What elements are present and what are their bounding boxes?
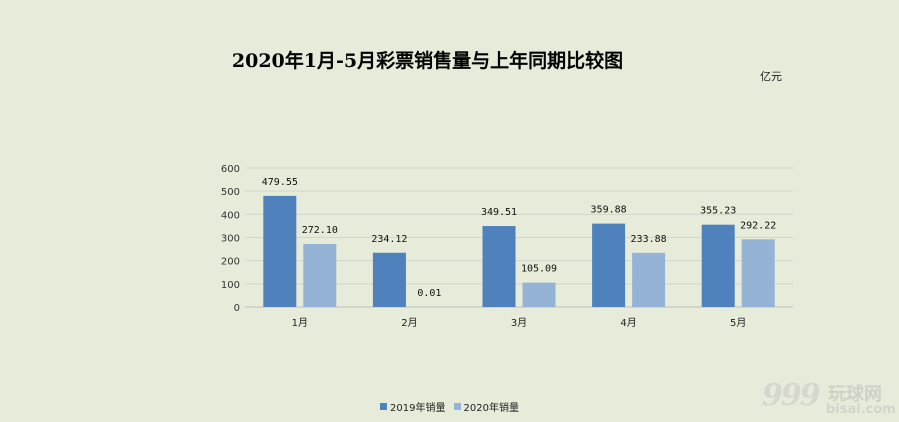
data-label: 292.22 — [740, 220, 776, 231]
x-tick-label: 5月 — [730, 317, 746, 329]
y-tick-label: 300 — [221, 234, 240, 245]
data-label: 0.01 — [417, 288, 441, 299]
legend-label-2020: 2020年销量 — [463, 403, 519, 414]
data-label: 233.88 — [631, 234, 667, 245]
y-tick-label: 500 — [221, 187, 240, 198]
data-label: 105.09 — [521, 264, 557, 275]
watermark-logo: 999 玩球网 bisai.com — [758, 376, 898, 422]
data-label: 355.23 — [700, 206, 736, 217]
legend-swatch-2020 — [453, 403, 461, 410]
x-tick-label: 2月 — [401, 317, 417, 329]
x-tick-label: 1月 — [292, 317, 308, 329]
chart-title: 2020年1月-5月彩票销售量与上年同期比较图 — [231, 50, 624, 72]
data-label: 359.88 — [591, 205, 627, 216]
bar-2019-2[interactable] — [372, 252, 406, 307]
watermark-number: 999 — [762, 378, 821, 413]
data-label: 272.10 — [302, 225, 338, 236]
legend-swatch-2019 — [380, 403, 388, 410]
watermark-cn: 玩球网 — [828, 384, 882, 405]
x-axis-ticks: 1月 2月 3月 4月 5月 — [292, 317, 747, 329]
legend: 2019年销量 2020年销量 — [0, 399, 899, 414]
y-tick-label: 100 — [221, 280, 240, 291]
x-tick-label: 4月 — [620, 317, 636, 329]
y-tick-label: 400 — [221, 210, 240, 221]
y-axis-ticks: 0 100 200 300 400 500 600 — [221, 164, 240, 314]
bar-2019-4[interactable] — [592, 223, 626, 307]
data-label: 234.12 — [371, 234, 407, 245]
bar-2020-4[interactable] — [632, 252, 666, 307]
x-tick-label: 3月 — [511, 317, 527, 329]
unit-label: 亿元 — [760, 70, 782, 83]
gridlines — [245, 167, 793, 308]
bar-2019-1[interactable] — [263, 195, 297, 307]
data-labels: 479.55 272.10 234.12 0.01 349.51 105.09 359.88… — [262, 177, 777, 299]
bar-2020-3[interactable] — [522, 282, 556, 307]
y-tick-label: 600 — [221, 164, 240, 175]
data-label: 349.51 — [481, 207, 517, 218]
y-tick-label: 0 — [234, 303, 240, 314]
legend-item-2019[interactable]: 2019年销量 — [380, 399, 446, 414]
bars — [263, 195, 775, 307]
bar-2020-5[interactable] — [741, 239, 775, 307]
y-tick-label: 200 — [221, 257, 240, 268]
legend-item-2020[interactable]: 2020年销量 — [453, 399, 519, 414]
data-label: 479.55 — [262, 177, 298, 188]
legend-label-2019: 2019年销量 — [390, 403, 446, 414]
bar-2019-5[interactable] — [701, 224, 735, 307]
bar-2020-1[interactable] — [303, 243, 337, 307]
bar-2019-3[interactable] — [482, 226, 516, 307]
watermark-en: bisai.com — [826, 402, 896, 417]
